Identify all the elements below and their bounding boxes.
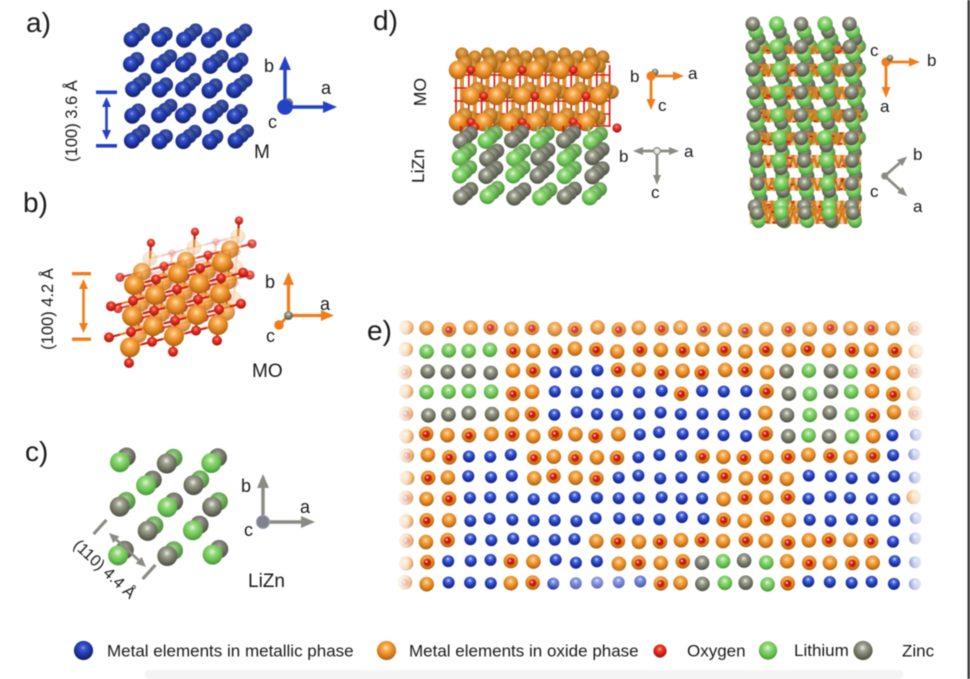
svg-text:d): d) bbox=[373, 5, 398, 36]
svg-text:MO: MO bbox=[252, 361, 283, 382]
svg-text:LiZn: LiZn bbox=[408, 149, 428, 183]
svg-text:(100) 4.2 Å: (100) 4.2 Å bbox=[38, 268, 57, 350]
svg-text:LiZn: LiZn bbox=[248, 571, 285, 592]
svg-text:a: a bbox=[880, 97, 890, 116]
svg-text:a: a bbox=[684, 142, 694, 161]
svg-text:b: b bbox=[927, 51, 936, 70]
svg-text:c: c bbox=[658, 96, 667, 115]
svg-text:a: a bbox=[300, 497, 311, 517]
svg-text:M: M bbox=[254, 142, 270, 163]
svg-text:c): c) bbox=[25, 436, 48, 467]
svg-text:c: c bbox=[870, 182, 879, 201]
svg-text:b: b bbox=[241, 476, 251, 496]
svg-text:a: a bbox=[913, 197, 923, 216]
svg-text:a): a) bbox=[26, 7, 51, 38]
svg-text:a: a bbox=[320, 294, 331, 314]
svg-text:MO: MO bbox=[410, 78, 430, 106]
svg-text:(100) 3.6 Å: (100) 3.6 Å bbox=[62, 80, 81, 162]
svg-text:b): b) bbox=[23, 187, 48, 218]
svg-text:Lithium: Lithium bbox=[794, 641, 849, 660]
svg-text:c: c bbox=[266, 326, 275, 346]
svg-text:Metal elements in metallic pha: Metal elements in metallic phase bbox=[107, 642, 354, 661]
svg-text:c: c bbox=[870, 41, 879, 60]
svg-text:b: b bbox=[264, 56, 274, 76]
svg-text:b: b bbox=[265, 272, 275, 292]
svg-text:b: b bbox=[913, 145, 922, 164]
svg-text:a: a bbox=[688, 64, 698, 83]
svg-text:Oxygen: Oxygen bbox=[687, 642, 746, 661]
svg-text:c: c bbox=[244, 520, 253, 540]
svg-text:b: b bbox=[630, 67, 639, 86]
svg-text:Metal elements in oxide phase: Metal elements in oxide phase bbox=[409, 642, 639, 661]
svg-text:a: a bbox=[321, 78, 332, 98]
svg-text:c: c bbox=[651, 183, 660, 202]
svg-text:e): e) bbox=[367, 315, 392, 346]
svg-text:c: c bbox=[268, 112, 277, 132]
svg-text:b: b bbox=[619, 147, 628, 166]
svg-text:Zinc: Zinc bbox=[902, 642, 935, 661]
